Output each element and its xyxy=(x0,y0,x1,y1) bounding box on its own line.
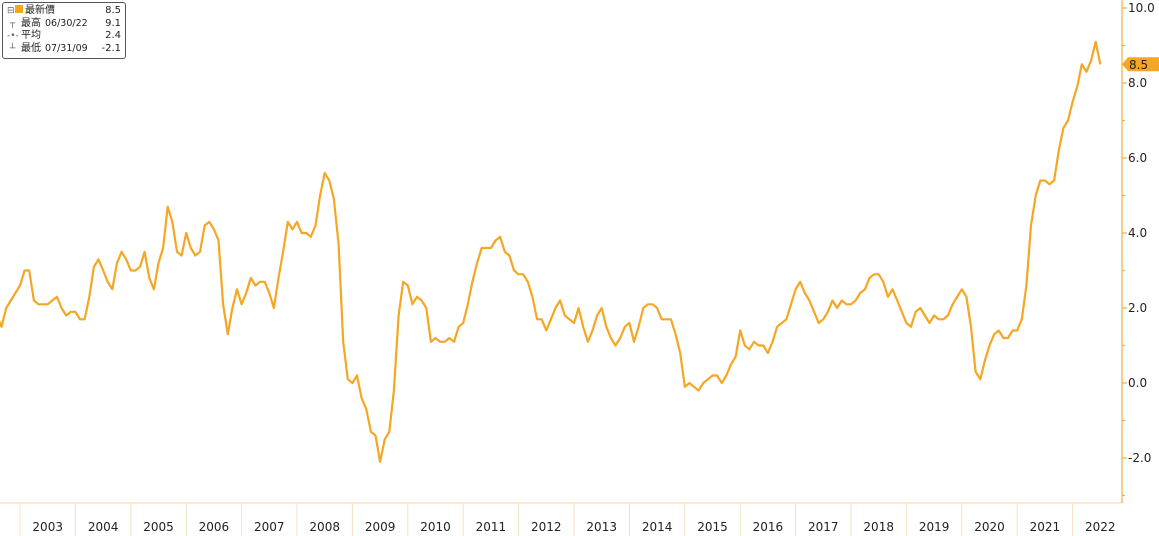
x-tick-label: 2014 xyxy=(642,520,673,534)
legend-row-average: -•- 平均 2.4 xyxy=(7,30,121,42)
average-marker-icon: -•- xyxy=(7,31,19,42)
x-tick-label: 2016 xyxy=(753,520,784,534)
x-tick-label: 2019 xyxy=(919,520,950,534)
x-tick-label: 2012 xyxy=(531,520,562,534)
last-value-label: 8.5 xyxy=(1129,58,1148,72)
legend: ⊟ 最新價 8.5 ┬ 最高 06/30/22 9.1 -•- 平均 2.4 ┴… xyxy=(2,2,126,59)
x-tick-label: 2010 xyxy=(420,520,451,534)
x-tick-label: 2004 xyxy=(88,520,119,534)
y-tick-label: 4.0 xyxy=(1128,226,1147,240)
x-tick-label: 2020 xyxy=(974,520,1005,534)
x-tick-label: 2005 xyxy=(143,520,174,534)
x-tick-label: 2008 xyxy=(309,520,340,534)
x-tick-label: 2018 xyxy=(863,520,894,534)
high-marker-icon: ┬ xyxy=(7,18,16,29)
last-value-tag xyxy=(1122,57,1159,72)
y-tick-label: 0.0 xyxy=(1128,376,1147,390)
y-tick-label: 6.0 xyxy=(1128,151,1147,165)
x-tick-label: 2011 xyxy=(476,520,507,534)
x-tick-label: 2003 xyxy=(32,520,63,534)
y-tick-label: 8.0 xyxy=(1128,76,1147,90)
y-tick-label: 10.0 xyxy=(1128,1,1155,15)
collapse-icon[interactable]: ⊟ xyxy=(7,5,23,17)
legend-row-last: ⊟ 最新價 8.5 xyxy=(7,5,121,17)
y-tick-label: 2.0 xyxy=(1128,301,1147,315)
legend-row-low: ┴ 最低 07/31/09 -2.1 xyxy=(7,42,121,54)
y-tick-label: -2.0 xyxy=(1128,451,1151,465)
x-tick-label: 2006 xyxy=(199,520,230,534)
x-tick-label: 2017 xyxy=(808,520,839,534)
x-tick-label: 2009 xyxy=(365,520,396,534)
x-tick-label: 2007 xyxy=(254,520,285,534)
x-tick-label: 2022 xyxy=(1085,520,1116,534)
low-marker-icon: ┴ xyxy=(7,43,16,54)
x-tick-label: 2021 xyxy=(1030,520,1061,534)
x-tick-label: 2013 xyxy=(586,520,617,534)
legend-row-high: ┬ 最高 06/30/22 9.1 xyxy=(7,17,121,29)
series-line xyxy=(0,40,1102,463)
x-tick-label: 2015 xyxy=(697,520,728,534)
